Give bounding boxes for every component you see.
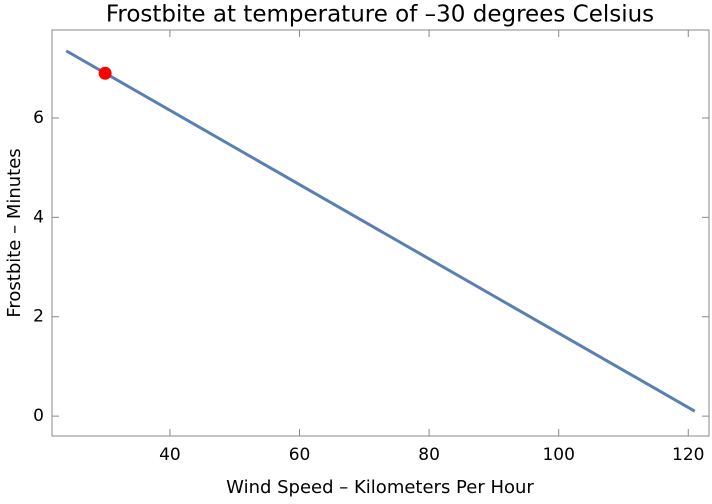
data-point	[98, 66, 112, 80]
y-tick-label: 4	[33, 207, 44, 227]
chart-title: Frostbite at temperature of –30 degrees …	[106, 2, 654, 28]
data-line	[65, 49, 696, 413]
plot-frame	[51, 29, 710, 437]
x-tick-label: 40	[159, 445, 181, 465]
x-tick-label: 120	[672, 445, 704, 465]
x-tick-label: 80	[418, 445, 440, 465]
y-axis-label: Frostbite – Minutes	[4, 148, 25, 317]
y-tick-label: 2	[33, 307, 44, 327]
y-tick-label: 6	[33, 108, 44, 128]
x-tick-label: 60	[289, 445, 311, 465]
y-tick-label: 0	[33, 406, 44, 426]
x-axis-label: Wind Speed – Kilometers Per Hour	[226, 477, 534, 498]
x-tick-label: 100	[542, 445, 574, 465]
